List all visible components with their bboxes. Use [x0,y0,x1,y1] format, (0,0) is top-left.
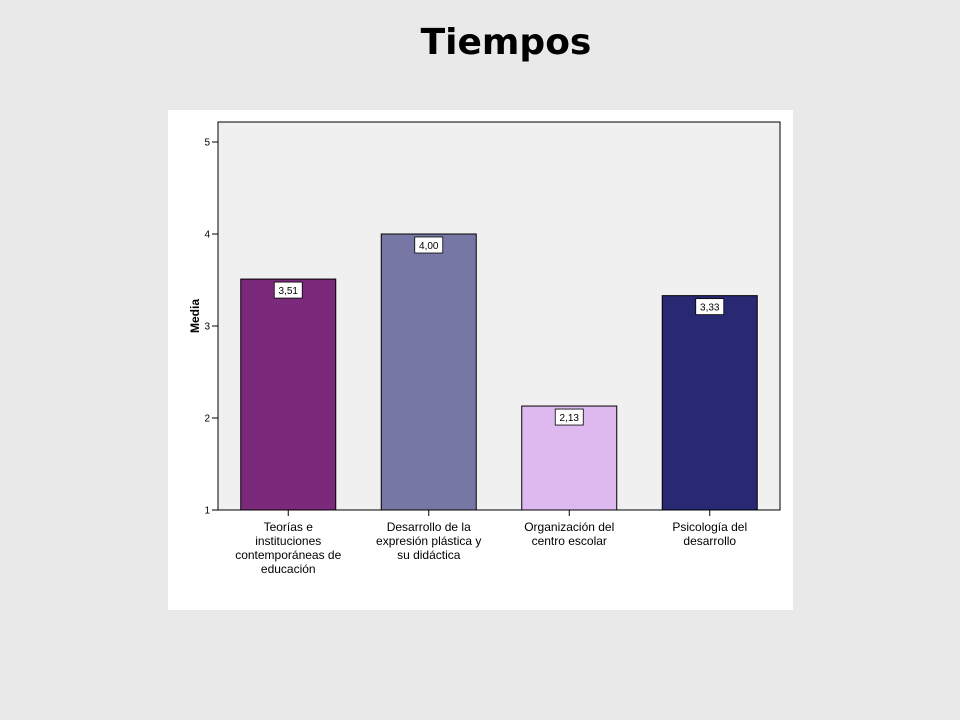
x-tick-label: Psicología del desarrollo [672,520,747,548]
data-label: 3,51 [279,286,299,297]
y-tick-label: 1 [204,506,210,517]
bar [240,278,337,511]
y-tick-label: 3 [204,322,210,333]
y-axis-label: Media [188,299,202,333]
chart-panel: 1 2 3 4 5 3,51 4,00 2,13 3,33 Teorías e instituc… [168,110,793,610]
bars: 3,51 4,00 2,13 3,33 [240,233,758,511]
data-label: 2,13 [560,413,580,424]
data-label-box [554,408,584,426]
bar-chart: 1 2 3 4 5 3,51 4,00 2,13 3,33 Teorías e instituc… [188,121,781,576]
y-axis: 1 2 3 4 5 [204,138,218,517]
x-tick-label: Desarrollo de la expresión plástica y su d… [376,520,481,562]
bar [661,295,758,511]
y-tick-label: 5 [204,138,210,149]
page-title: Tiempos [420,22,592,63]
data-label-box [414,236,444,254]
x-tick-label: Organización del centro escolar [524,520,614,548]
data-label-box [273,281,303,299]
y-tick-label: 2 [204,414,210,425]
data-label-box [695,298,725,316]
data-label: 4,00 [419,241,439,252]
bar [380,233,477,511]
x-axis: Teorías e instituciones contemporáneas de e… [235,510,747,576]
x-tick-label: Teorías e instituciones contemporáneas de e… [235,520,341,576]
y-tick-label: 4 [204,230,210,241]
data-label: 3,33 [700,303,720,314]
